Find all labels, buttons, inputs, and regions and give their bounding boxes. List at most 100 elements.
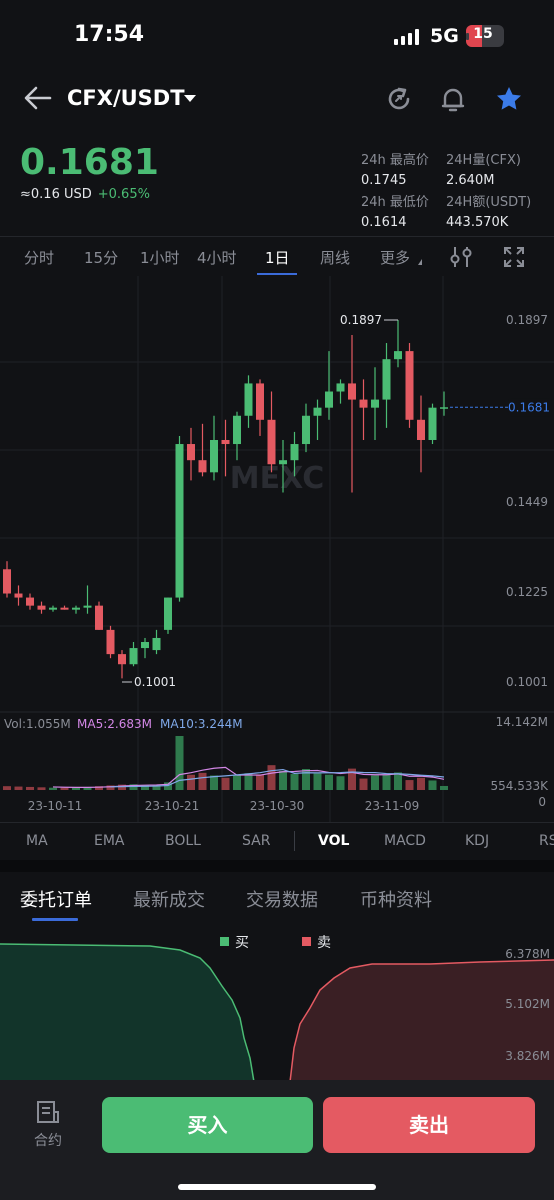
tab-15m[interactable]: 15分 bbox=[84, 249, 119, 267]
vol-bar-35 bbox=[405, 780, 414, 790]
indicator-divider bbox=[294, 831, 295, 851]
vol-bar-18 bbox=[210, 775, 218, 790]
pair-selector[interactable]: CFX/USDT bbox=[67, 86, 185, 110]
candle-body-28 bbox=[325, 391, 333, 408]
back-arrow-icon[interactable] bbox=[22, 84, 54, 112]
fullscreen-icon[interactable] bbox=[503, 246, 525, 268]
candle-body-22 bbox=[256, 383, 264, 420]
vol-bar-32 bbox=[371, 775, 379, 790]
section-separator bbox=[0, 860, 554, 872]
ind-kdj[interactable]: KDJ bbox=[465, 833, 490, 849]
vol-bar-0 bbox=[3, 786, 11, 790]
ind-sar[interactable]: SAR bbox=[242, 833, 271, 849]
refresh-icon[interactable] bbox=[384, 84, 414, 114]
contract-button[interactable]: 合约 bbox=[20, 1100, 76, 1150]
ma5-label: MA5:2.683M bbox=[77, 717, 152, 731]
depth-bid-area bbox=[0, 944, 254, 1082]
ind-ma[interactable]: MA bbox=[26, 833, 48, 849]
legend-buy-label: 买 bbox=[235, 935, 249, 951]
ind-vol[interactable]: VOL bbox=[318, 833, 350, 849]
vol-bar-12 bbox=[141, 785, 149, 790]
kline-chart[interactable]: MEXC 0.1897 0.1449 0.1225 0.1001 0.1897 0.1001… bbox=[0, 276, 554, 822]
tab-week[interactable]: 周线 bbox=[320, 249, 351, 267]
vol-bar-31 bbox=[359, 778, 368, 790]
candle-body-23 bbox=[267, 419, 276, 465]
candle-body-32 bbox=[371, 399, 379, 408]
section-underline bbox=[32, 918, 78, 921]
buy-button[interactable]: 买入 bbox=[102, 1097, 313, 1153]
candle-body-9 bbox=[106, 629, 115, 655]
date-label-0: 23-10-11 bbox=[28, 799, 82, 813]
indicator-settings-icon[interactable] bbox=[448, 245, 474, 269]
candle-body-14 bbox=[164, 597, 172, 630]
star-icon[interactable] bbox=[494, 84, 524, 114]
bell-icon[interactable] bbox=[438, 84, 468, 114]
legend-sell: 卖 bbox=[302, 932, 331, 952]
date-label-2: 23-10-30 bbox=[250, 799, 304, 813]
vol-bar-9 bbox=[106, 785, 115, 790]
vol-bar-24 bbox=[279, 770, 287, 790]
tab-coin-info[interactable]: 币种资料 bbox=[360, 890, 432, 911]
candle-body-33 bbox=[382, 359, 391, 400]
candle-body-3 bbox=[37, 605, 46, 610]
vol-bar-23 bbox=[267, 765, 276, 790]
vol-bar-26 bbox=[302, 768, 310, 790]
tab-1h[interactable]: 1小时 bbox=[140, 249, 180, 267]
tab-order-book[interactable]: 委托订单 bbox=[20, 890, 92, 911]
tab-latest-trades[interactable]: 最新成交 bbox=[133, 890, 205, 911]
vol-bar-33 bbox=[382, 774, 391, 790]
tab-4h[interactable]: 4小时 bbox=[197, 249, 237, 267]
tab-1d[interactable]: 1日 bbox=[265, 249, 290, 267]
stat-high-value: 0.1745 bbox=[361, 173, 407, 188]
vol-bar-11 bbox=[129, 784, 138, 790]
candle-body-10 bbox=[118, 654, 126, 665]
tab-trading-data[interactable]: 交易数据 bbox=[246, 890, 318, 911]
depth-chart: 6.378M 5.102M 3.826M bbox=[0, 928, 554, 1083]
stat-volume-label: 24H量(CFX) bbox=[446, 153, 521, 168]
vol-bar-21 bbox=[244, 773, 253, 790]
tab-more[interactable]: 更多 bbox=[380, 249, 411, 267]
vol-bar-36 bbox=[417, 777, 425, 790]
ind-macd[interactable]: MACD bbox=[384, 833, 426, 849]
ind-rsi[interactable]: RS bbox=[539, 833, 554, 849]
candle-body-19 bbox=[221, 439, 230, 445]
interval-tabs: 分时 15分 1小时 4小时 1日 周线 更多 bbox=[0, 236, 554, 276]
candle-body-7 bbox=[83, 605, 92, 608]
vol-bar-30 bbox=[348, 768, 356, 790]
vol-axis-0: 14.142M bbox=[496, 715, 548, 729]
stat-low-label: 24h 最低价 bbox=[361, 195, 429, 210]
candle-body-17 bbox=[198, 460, 207, 473]
watermark: MEXC bbox=[230, 461, 324, 496]
vol-bar-1 bbox=[14, 786, 23, 790]
vol-bar-19 bbox=[221, 777, 230, 790]
stat-turnover: 24H额(USDT) 443.570K bbox=[446, 191, 531, 230]
sell-button[interactable]: 卖出 bbox=[323, 1097, 535, 1153]
depth-axis-2: 5.102M bbox=[505, 997, 550, 1011]
vol-bar-22 bbox=[256, 774, 264, 790]
vol-bar-27 bbox=[313, 773, 322, 790]
candle-body-6 bbox=[72, 607, 80, 610]
stat-high: 24h 最高价 0.1745 bbox=[361, 149, 429, 188]
chevron-down-icon[interactable] bbox=[184, 95, 196, 102]
candle-body-27 bbox=[313, 407, 322, 416]
candle-body-0 bbox=[3, 569, 11, 594]
ind-boll[interactable]: BOLL bbox=[165, 833, 201, 849]
candle-body-37 bbox=[428, 407, 437, 440]
tab-time-share[interactable]: 分时 bbox=[24, 249, 55, 267]
price-axis-3: 0.1001 bbox=[506, 675, 548, 689]
contract-label: 合约 bbox=[34, 1133, 62, 1149]
vol-bar-4 bbox=[49, 787, 57, 790]
home-indicator bbox=[178, 1184, 376, 1190]
indicator-tabs: MA EMA BOLL SAR VOL MACD KDJ RS bbox=[0, 822, 554, 860]
candle-body-15 bbox=[175, 444, 184, 598]
candle-body-30 bbox=[348, 383, 356, 400]
status-bar: 17:54 5G 15 bbox=[0, 0, 554, 74]
low-marker-label: 0.1001 bbox=[134, 675, 176, 689]
vol-bar-2 bbox=[26, 786, 34, 790]
vol-bar-14 bbox=[164, 782, 172, 790]
candle-body-11 bbox=[129, 648, 138, 665]
vol-bar-6 bbox=[72, 787, 80, 790]
current-price-tag: 0.1681 bbox=[508, 400, 550, 414]
vol-label: Vol:1.055M bbox=[4, 717, 71, 731]
ind-ema[interactable]: EMA bbox=[94, 833, 125, 849]
